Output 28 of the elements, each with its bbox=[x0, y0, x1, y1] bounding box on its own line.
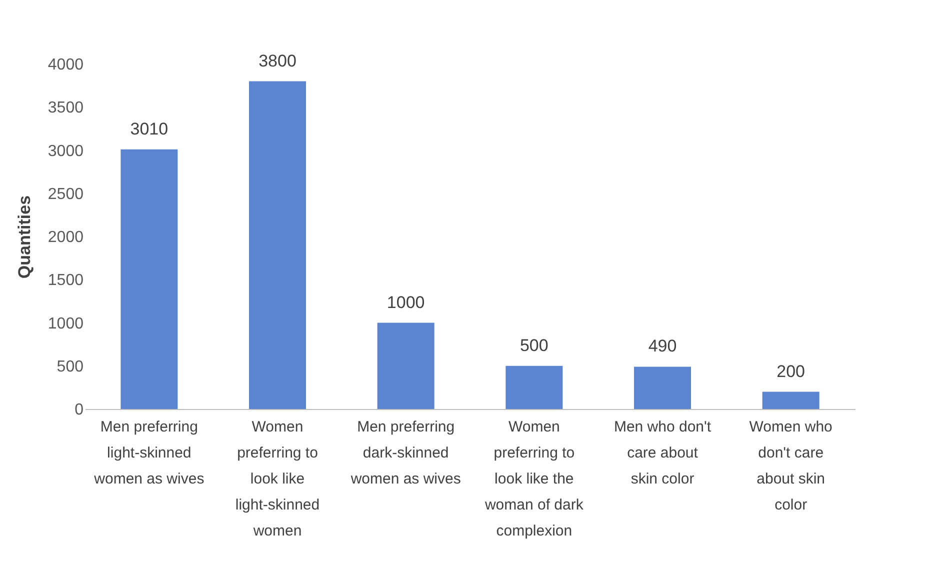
y-tick-label: 4000 bbox=[48, 56, 84, 74]
x-tick-label: Men preferring light-skinned women as wives bbox=[93, 418, 204, 488]
bar bbox=[120, 149, 178, 409]
x-tick-label: Women preferring to look like the woman of dark complexion bbox=[484, 418, 584, 540]
y-tick-label: 1500 bbox=[48, 272, 84, 290]
bar bbox=[634, 366, 691, 409]
bar bbox=[249, 81, 306, 409]
y-axis-title: Quantities bbox=[14, 195, 34, 279]
y-tick-label: 500 bbox=[56, 358, 84, 376]
data-label: 3010 bbox=[130, 119, 168, 138]
y-tick-label: 1000 bbox=[48, 315, 84, 332]
y-tick-label: 3500 bbox=[48, 100, 84, 117]
data-label: 490 bbox=[648, 336, 677, 356]
bar bbox=[762, 392, 820, 409]
bar bbox=[377, 322, 434, 409]
x-tick-label: Men preferring dark-skinned women as wives bbox=[350, 418, 461, 488]
y-tick-label: 0 bbox=[74, 402, 84, 418]
y-tick-label: 2000 bbox=[48, 229, 84, 246]
y-tick-label: 3000 bbox=[48, 142, 84, 160]
x-tick-label: Women preferring to look like light-skinned women bbox=[235, 418, 320, 540]
data-label: 3800 bbox=[258, 51, 296, 70]
x-tick-label: Men who don't care about skin color bbox=[614, 418, 712, 488]
bar bbox=[506, 366, 563, 409]
x-tick-label: Women who don't care about skin color bbox=[749, 418, 832, 514]
data-label: 500 bbox=[520, 336, 548, 355]
data-label: 200 bbox=[776, 362, 806, 381]
y-tick-label: 2500 bbox=[48, 186, 84, 203]
data-label: 1000 bbox=[386, 292, 425, 312]
